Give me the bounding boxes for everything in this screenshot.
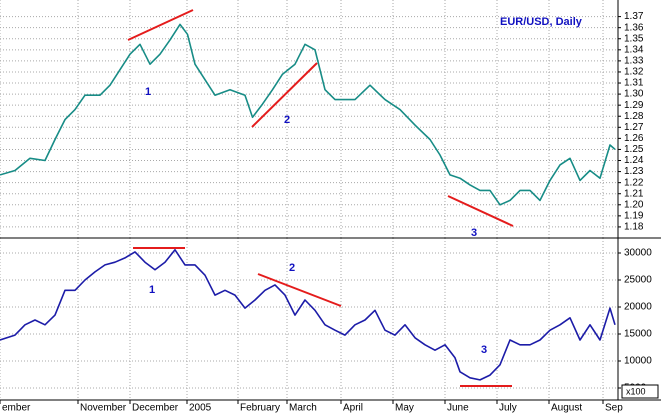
y-tick-label: 1.19 xyxy=(624,211,644,222)
y-tick-label: 1.34 xyxy=(624,44,644,55)
price-line xyxy=(0,23,616,206)
annotation: 3 xyxy=(471,227,477,239)
x-tick-label: April xyxy=(343,403,363,413)
x-tick-label: February xyxy=(240,403,280,413)
x-tick-label: Sep xyxy=(605,403,623,413)
annotation: 2 xyxy=(289,262,295,274)
y-tick-label: 1.37 xyxy=(624,11,644,22)
x-tick-label: ember xyxy=(2,403,31,413)
trend-line xyxy=(251,62,318,128)
x-tick-label: March xyxy=(289,403,317,413)
x-tick-label: December xyxy=(132,403,179,413)
trend-line xyxy=(127,9,194,41)
x-tick-label: 2005 xyxy=(189,403,212,413)
trend-line xyxy=(447,195,514,227)
y-tick-label: 25000 xyxy=(624,275,652,286)
y-tick-label: 1.23 xyxy=(624,166,644,177)
y-tick-label: 1.35 xyxy=(624,33,644,44)
y-tick-label: 1.22 xyxy=(624,177,644,188)
y-tick-label: 1.24 xyxy=(624,155,644,166)
y-tick-label: 1.29 xyxy=(624,100,644,111)
y-tick-label: 1.27 xyxy=(624,122,644,133)
y-tick-label: 15000 xyxy=(624,329,652,340)
y-tick-label: 1.20 xyxy=(624,199,644,210)
chart-title: EUR/USD, Daily xyxy=(500,16,583,28)
x-tick-label: November xyxy=(80,403,127,413)
x-tick-label: May xyxy=(395,403,414,413)
y-tick-label: 1.28 xyxy=(624,111,644,122)
annotation: 1 xyxy=(145,86,151,98)
y-tick-label: 1.31 xyxy=(624,78,644,89)
y-tick-label: 10000 xyxy=(624,356,652,367)
y-tick-label: 1.32 xyxy=(624,67,644,78)
y-tick-label: 1.26 xyxy=(624,133,644,144)
annotation: 3 xyxy=(481,344,487,356)
x-tick-label: June xyxy=(447,403,469,413)
annotation: 2 xyxy=(284,114,290,126)
x-tick-label: August xyxy=(551,403,582,413)
scale-box xyxy=(621,384,659,399)
y-tick-label: 1.21 xyxy=(624,188,644,199)
y-tick-label: 1.18 xyxy=(624,222,644,233)
y-tick-label: 30000 xyxy=(624,248,652,259)
y-tick-label: 1.33 xyxy=(624,56,644,67)
y-tick-label: 1.30 xyxy=(624,89,644,100)
y-tick-label: 1.25 xyxy=(624,144,644,155)
y-tick-label: 20000 xyxy=(624,302,652,313)
price-line xyxy=(0,249,616,381)
annotation: 1 xyxy=(149,284,155,296)
scale-label: x100 xyxy=(626,386,646,396)
trend-line xyxy=(257,273,342,307)
x-tick-label: July xyxy=(499,403,517,413)
y-tick-label: 1.36 xyxy=(624,22,644,33)
